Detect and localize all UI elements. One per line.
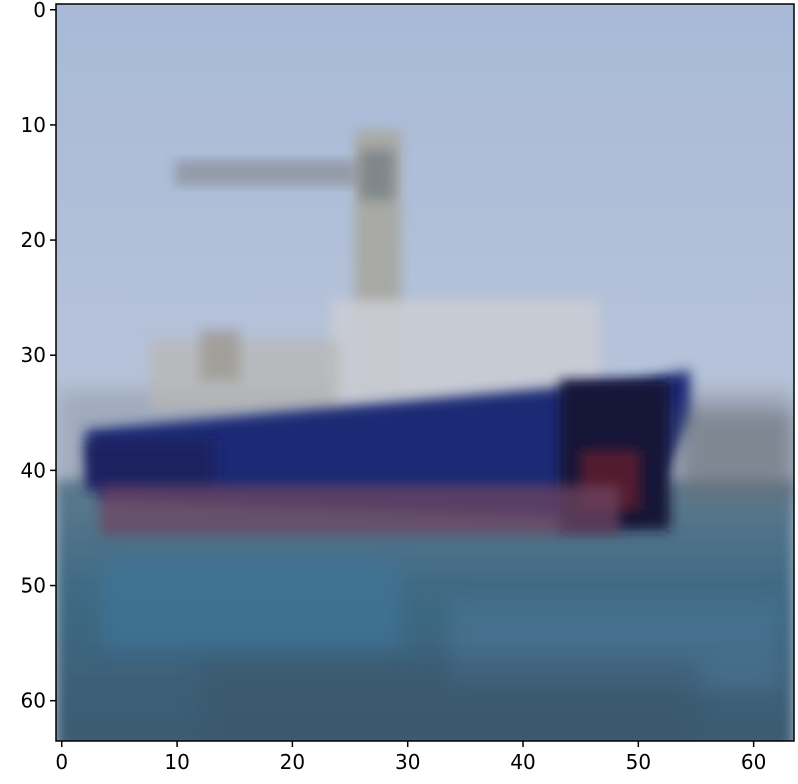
photo-ship bbox=[56, 4, 794, 741]
y-tick-label: 30 bbox=[21, 343, 46, 367]
x-tick-label: 20 bbox=[280, 750, 305, 774]
x-tick-label: 0 bbox=[55, 750, 68, 774]
x-tick-label: 50 bbox=[626, 750, 651, 774]
y-tick-label: 20 bbox=[21, 228, 46, 252]
y-tick-label: 40 bbox=[21, 458, 46, 482]
y-tick-label: 60 bbox=[21, 689, 46, 713]
x-tick-label: 10 bbox=[164, 750, 189, 774]
x-tick-label: 60 bbox=[741, 750, 766, 774]
axes-frame bbox=[55, 3, 795, 742]
x-axis: 0 10 20 30 40 50 60 bbox=[55, 741, 766, 774]
y-tick-label: 0 bbox=[33, 0, 46, 22]
y-axis: 0 10 20 30 40 50 60 bbox=[21, 0, 56, 713]
x-tick-label: 40 bbox=[510, 750, 535, 774]
y-tick-label: 50 bbox=[21, 574, 46, 598]
x-tick-label: 30 bbox=[395, 750, 420, 774]
y-tick-label: 10 bbox=[21, 113, 46, 137]
